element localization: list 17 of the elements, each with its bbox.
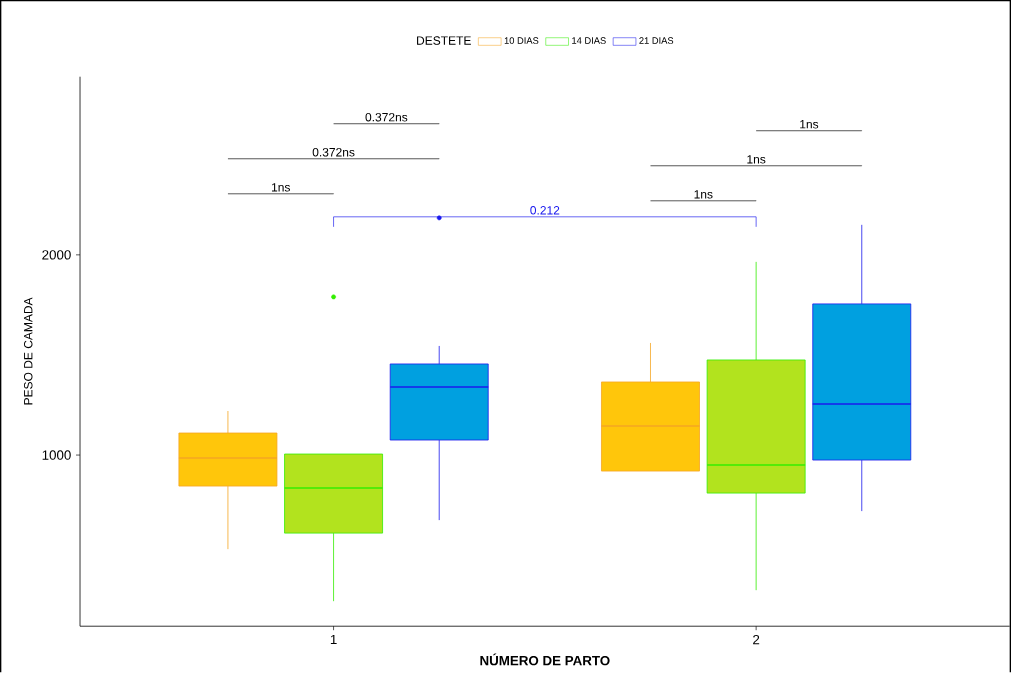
annotation: 1ns [271, 183, 290, 192]
y-axis-title: PESO DE CAMADA [23, 297, 33, 405]
legend-label: 21 DIAS [639, 37, 674, 44]
annotation: 1ns [694, 190, 713, 199]
annotation: 0.372ns [365, 113, 408, 122]
legend-title: DESTETE [417, 36, 471, 45]
x-tick-label: 2 [753, 634, 760, 645]
y-tick-label: 2000 [42, 250, 71, 260]
legend-label: 14 DIAS [572, 37, 606, 44]
annotation: 0.212 [530, 206, 560, 215]
annotation: 1ns [800, 120, 819, 129]
x-axis-title: NÚMERO DE PARTO [480, 653, 610, 666]
y-tick-label: 1000 [42, 450, 71, 460]
annotation: 0.372ns [312, 148, 355, 157]
legend-label: 10 DIAS [504, 37, 539, 44]
annotation: 1ns [747, 155, 766, 164]
x-tick-label: 1 [330, 634, 337, 645]
